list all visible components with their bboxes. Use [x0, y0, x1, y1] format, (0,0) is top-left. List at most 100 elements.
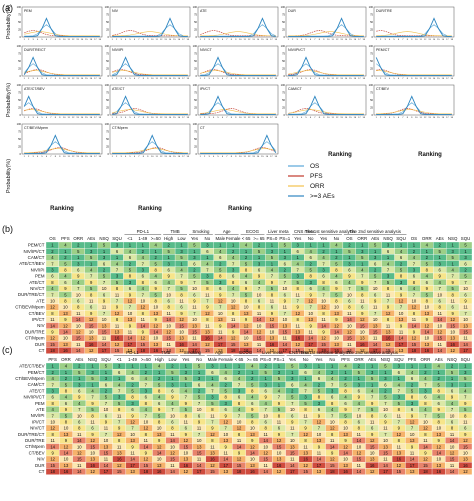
- heatmap-cell: 1: [152, 369, 166, 376]
- heatmap-cell-value: 8: [171, 426, 174, 431]
- heatmap-cell: 2: [136, 248, 150, 255]
- heatmap-cell-value: 5: [344, 413, 347, 418]
- xtick-label: 18: [275, 78, 278, 80]
- heatmap-cell-value: 12: [423, 457, 428, 462]
- heatmap-cell: 8: [85, 412, 100, 419]
- heatmap-cell: 10: [338, 455, 353, 463]
- heatmap-cell: 9: [110, 303, 124, 311]
- heatmap-cell: 18: [232, 468, 246, 475]
- group-header: CNS meta: [294, 229, 315, 234]
- xtick-label: 12: [424, 117, 427, 119]
- heatmap-cell-value: 15: [396, 469, 401, 474]
- column-header: No: [196, 357, 202, 362]
- heatmap-cell-value: 13: [218, 317, 223, 322]
- heatmap-cell: 11: [110, 291, 124, 298]
- heatmap-cell: 3: [405, 400, 419, 407]
- xtick-label: 17: [182, 117, 185, 119]
- xtick-label: 6: [398, 39, 400, 41]
- heatmap-cell: 8: [200, 316, 214, 323]
- heatmap-cell-value: 9: [103, 299, 106, 304]
- heatmap-cell: 8: [218, 393, 233, 401]
- heatmap-cell-value: 10: [250, 426, 255, 431]
- column-header: Yes: [294, 236, 302, 241]
- ytick-label: 75: [194, 91, 197, 95]
- xtick-label: 15: [261, 39, 264, 41]
- row-label: ATE/CT/BEV: [19, 364, 44, 369]
- heatmap-cell-value: 9: [245, 286, 248, 291]
- heatmap-cell: 7: [316, 260, 331, 267]
- series-line-orr: [112, 148, 188, 154]
- heatmap-cell-value: 10: [244, 336, 249, 341]
- heatmap-cell: 5: [304, 266, 318, 274]
- heatmap-cell: 2: [368, 266, 382, 274]
- xtick-label: 13: [252, 39, 255, 41]
- heatmap-cell: 7: [232, 381, 246, 388]
- heatmap-cell: 12: [252, 328, 266, 336]
- ytick-label: 0: [108, 152, 110, 156]
- xtick-label: 10: [327, 78, 330, 80]
- heatmap-cell: 5: [192, 362, 206, 370]
- xtick-label: 13: [164, 39, 167, 41]
- column-header: Yes: [320, 236, 328, 241]
- heatmap-cell-value: 6: [361, 305, 364, 310]
- heatmap-cell: 9: [149, 316, 163, 323]
- series-line-aes: [200, 134, 277, 154]
- heatmap-cell-value: 6: [225, 376, 228, 381]
- xtick-label: 17: [358, 78, 361, 80]
- heatmap-cell: 9: [239, 285, 253, 292]
- heatmap-cell-value: 10: [63, 305, 68, 310]
- heatmap-cell: 4: [407, 285, 421, 292]
- group-header: Smoking: [192, 229, 210, 234]
- heatmap-cell-value: 4: [322, 255, 325, 260]
- heatmap-cell: 10: [99, 406, 113, 413]
- heatmap-cell: 5: [84, 285, 98, 292]
- heatmap-cell-value: 6: [118, 370, 121, 375]
- heatmap-cell: 6: [45, 272, 60, 280]
- heatmap-cell: 1: [123, 241, 137, 249]
- heatmap-cell-value: 3: [103, 255, 106, 260]
- heatmap-cell-value: 4: [65, 364, 68, 369]
- heatmap-cell-value: 11: [296, 323, 301, 328]
- heatmap-cell-value: 2: [129, 261, 132, 266]
- heatmap-cell-value: 9: [438, 438, 441, 443]
- heatmap-cell-value: 5: [116, 280, 119, 285]
- xtick-label: 13: [340, 78, 343, 80]
- heatmap-cell-value: 13: [277, 457, 282, 462]
- xtick-label: 11: [156, 39, 159, 41]
- heatmap-cell-value: 3: [51, 268, 54, 273]
- heatmap-cell-value: 13: [90, 457, 95, 462]
- heatmap-cell: 8: [59, 418, 73, 426]
- xtick-label: 3: [33, 117, 35, 119]
- heatmap-cell: 12: [272, 437, 286, 444]
- heatmap-cell: 4: [272, 387, 286, 395]
- heatmap-cell: 9: [232, 449, 246, 457]
- heatmap-cell-value: 12: [50, 305, 55, 310]
- heatmap-cell: 10: [162, 291, 176, 298]
- heatmap-cell: 8: [205, 406, 220, 413]
- row-label: NIV/CT: [30, 286, 45, 291]
- ytick-label: 0: [20, 74, 22, 78]
- xtick-label: 8: [143, 39, 145, 41]
- heatmap-cell: 12: [291, 341, 305, 348]
- xtick-label: 4: [125, 78, 127, 80]
- series-line-orr: [112, 109, 188, 115]
- xtick-label: 1: [24, 117, 26, 119]
- heatmap-cell-value: 2: [291, 389, 294, 394]
- heatmap-cell-value: 10: [257, 323, 262, 328]
- xtick-label: 6: [398, 117, 400, 119]
- heatmap-cell-value: 8: [361, 292, 364, 297]
- heatmap-cell-value: 14: [231, 323, 236, 328]
- heatmap-cell: 11: [218, 449, 233, 457]
- heatmap-cell: 1: [458, 362, 473, 370]
- heatmap-cell: 5: [431, 412, 446, 419]
- heatmap-cell-value: 4: [335, 274, 338, 279]
- heatmap-cell-value: 8: [116, 317, 119, 322]
- heatmap-cell-value: 1: [322, 243, 325, 248]
- heatmap-cell: 9: [218, 412, 233, 419]
- column-header: ORR: [354, 357, 364, 362]
- heatmap-cell-value: 1: [171, 376, 174, 381]
- ytick-label: 100: [369, 44, 374, 48]
- xtick-label: 5: [305, 117, 307, 119]
- heatmap-cell-value: 2: [103, 268, 106, 273]
- heatmap-cell-value: 5: [438, 413, 441, 418]
